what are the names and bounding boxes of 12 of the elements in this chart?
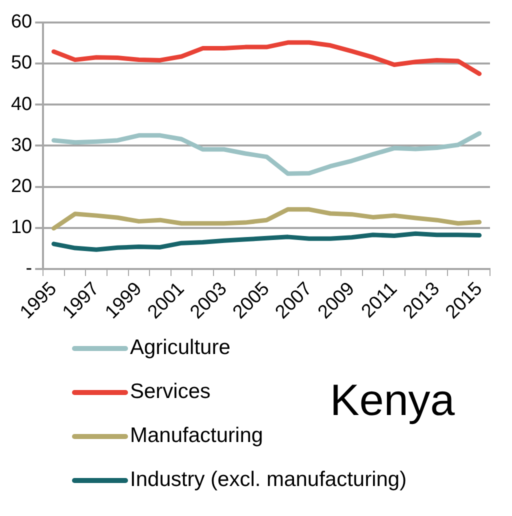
legend-label: Agriculture [130,336,230,360]
y-tick-label: 40 [10,94,32,115]
y-tick-label: 50 [10,52,32,74]
legend-label: Industry (excl. manufacturing) [130,468,407,492]
y-tick-label: 60 [10,12,32,33]
y-tick-label: 30 [10,134,32,156]
text: Kenya [330,376,455,426]
y-tick-label: 20 [10,176,32,198]
y-tick-label: 10 [10,217,32,238]
legend-label: Services [130,380,211,404]
legend-label: Manufacturing [130,424,264,448]
y-tick-label: - [26,258,32,280]
